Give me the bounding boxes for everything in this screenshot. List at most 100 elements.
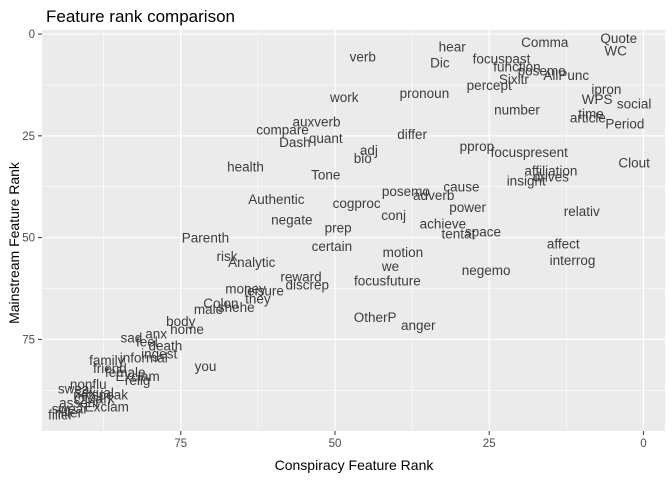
point-label: anx <box>145 326 167 341</box>
point-label: space <box>465 225 501 240</box>
point-label: motion <box>383 245 424 260</box>
point-label: health <box>227 159 264 174</box>
point-label: hear <box>439 39 467 54</box>
point-label: conj <box>381 208 406 223</box>
point-label: we <box>381 259 399 274</box>
point-label: swear <box>52 402 89 417</box>
x-tick-label: 0 <box>640 438 646 450</box>
chart-title: Feature rank comparison <box>46 7 235 26</box>
point-label: bio <box>354 151 372 166</box>
point-label: relig <box>125 373 151 388</box>
point-label: ipron <box>591 82 621 97</box>
point-label: assent <box>59 396 99 411</box>
point-label: compare <box>256 123 309 138</box>
point-label: money <box>225 282 266 297</box>
point-label: Quote <box>600 31 637 46</box>
point-label: Comma <box>521 35 569 50</box>
point-label: filler <box>48 408 73 423</box>
point-label: negate <box>271 212 312 227</box>
y-tick-label: 75 <box>22 334 35 346</box>
point-label: Dash <box>279 135 311 150</box>
point-label: Parenth <box>182 231 229 246</box>
plot-panel <box>42 30 665 431</box>
point-label: Tone <box>311 168 340 183</box>
point-label: negemo <box>462 263 511 278</box>
point-label: auxverb <box>292 115 340 130</box>
y-axis-ticks: 0 25 50 75 <box>22 29 42 346</box>
point-label: WPS <box>582 92 613 107</box>
point-label: Sixltr <box>499 72 530 87</box>
point-label: Analytic <box>228 255 276 270</box>
point-label: Colon <box>203 296 238 311</box>
point-label: posemo <box>382 184 430 199</box>
x-axis-ticks: 75 50 25 0 <box>174 431 647 450</box>
x-tick-label: 75 <box>174 438 187 450</box>
point-label: quant <box>309 131 343 146</box>
point-label: verb <box>350 49 376 64</box>
point-label: pronoun <box>400 86 450 101</box>
point-label: prep <box>325 220 352 235</box>
point-label: adverb <box>413 188 454 203</box>
point-label: relativ <box>564 204 600 219</box>
x-tick-label: 25 <box>483 438 496 450</box>
point-label: risk <box>217 249 238 264</box>
point-label: posemo <box>518 64 566 79</box>
point-label: adj <box>360 143 378 158</box>
point-label: pprop <box>460 139 495 154</box>
point-label: function <box>493 60 540 75</box>
point-label: interrog <box>550 253 596 268</box>
point-label: Exclam <box>85 400 129 415</box>
point-label: discrep <box>285 277 329 292</box>
point-label: leisure <box>244 284 284 299</box>
point-label: focusfuture <box>354 273 421 288</box>
point-label: achieve <box>420 216 467 231</box>
point-label: swear <box>58 381 95 396</box>
point-label: family <box>89 353 125 368</box>
point-label: body <box>166 314 196 329</box>
y-axis-title: Mainstream Feature Rank <box>6 161 22 324</box>
x-tick-label: 50 <box>329 438 342 450</box>
point-label: QMark <box>74 391 115 406</box>
point-label: you <box>195 359 217 374</box>
point-label: time <box>578 106 604 121</box>
point-label: friend <box>93 361 127 376</box>
point-label: Authentic <box>248 192 305 207</box>
point-label: number <box>494 102 540 117</box>
point-label: female <box>105 365 146 380</box>
minor-gridlines <box>42 30 665 431</box>
point-label: social <box>617 96 652 111</box>
point-label: anger <box>401 318 436 333</box>
point-label: affiliation <box>524 163 577 178</box>
point-label: home <box>170 322 204 337</box>
point-label: male <box>194 302 223 317</box>
point-label: reward <box>280 269 321 284</box>
point-label: shehe <box>218 300 255 315</box>
y-tick-label: 50 <box>22 233 35 245</box>
point-label: insight <box>507 174 546 189</box>
x-axis-title: Conspiracy Feature Rank <box>275 457 435 473</box>
point-label: work <box>329 90 359 105</box>
point-label: sad <box>121 330 143 345</box>
point-label: affect <box>547 237 580 252</box>
point-label: ingest <box>141 347 177 362</box>
point-label: focuspresent <box>491 145 569 160</box>
point-label: Dic <box>430 56 450 71</box>
point-label: certain <box>312 239 353 254</box>
point-label: tentat <box>441 227 475 242</box>
point-label: Period <box>605 117 644 132</box>
point-label: WC <box>604 43 627 58</box>
point-label: informal <box>120 351 168 366</box>
point-label: death <box>148 339 182 354</box>
y-tick-label: 0 <box>29 29 35 41</box>
point-label: nonflu <box>70 377 107 392</box>
point-label: netspeak <box>73 387 128 402</box>
point-label: feel <box>136 334 158 349</box>
point-label: filler <box>57 406 82 421</box>
point-label: they <box>245 292 271 307</box>
point-label: article <box>570 111 606 126</box>
point-label: focuspast <box>473 51 531 66</box>
point-label: sexual <box>75 385 114 400</box>
point-label: cogproc <box>333 196 381 211</box>
